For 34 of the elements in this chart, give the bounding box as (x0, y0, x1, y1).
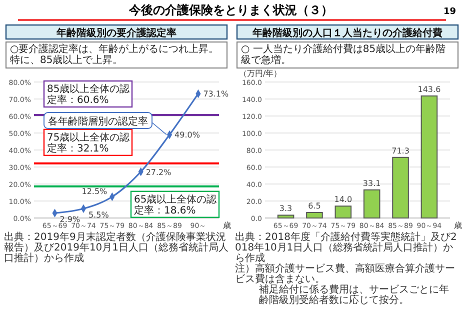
data-label: 3.3 (279, 204, 292, 214)
source-note: 出典：2018年度「介護給付費等実態統計」及び2018年10月1日人口（総務省統計局人口推計）から作成 (235, 231, 457, 264)
y-axis-title: （万円/年） (239, 69, 282, 78)
bar (363, 189, 380, 218)
bar (334, 206, 352, 218)
ref-line-label: 85歳以上全体の認定率：60.6% (47, 82, 130, 106)
data-label: 143.6 (418, 84, 441, 94)
bar (277, 214, 294, 218)
data-label: 49.0% (174, 130, 200, 140)
data-label: 5.5% (88, 210, 110, 220)
data-label: 33.1 (362, 178, 381, 188)
text: 今後の介護保険をとりまく状況（３） (128, 3, 333, 17)
chart-title: 年齢階級別の要介護認定率 (56, 27, 176, 39)
bar (420, 95, 438, 218)
text: 補足給付に係る費用は、サービスごとに年齢階級別受給者数に応じて按分。 (259, 284, 449, 306)
data-label: 12.5% (82, 186, 108, 196)
text: 19 (443, 7, 456, 17)
source-note: 出典：2019年9月末認定者数（介護保険事業状況報告）及び2019年10月1日人口（総務省統計局人口推計）から作成 (4, 231, 229, 264)
chart-subtitle: ○要介護認定率は、年齢が上がるにつれ上昇。特に、85歳以上で上昇。 (10, 43, 219, 66)
data-label: 6.5 (308, 201, 321, 210)
text: 注）高額介護サービス費、高額医療合算介護サービス費は含まない。 (235, 262, 455, 285)
chart-subtitle: ○ 一人当たり介護給付費は85歳以上の年齢階級で急増。 (241, 43, 446, 66)
x-axis-title: 歳 (454, 221, 462, 230)
data-label: 27.2% (146, 168, 172, 177)
data-label: 71.3 (392, 146, 410, 156)
data-label: 73.1% (203, 90, 230, 99)
chart-title: 年齢階級別の人口１人当たりの介護給付費 (252, 27, 442, 39)
bar (306, 212, 323, 218)
legend-label: 各年齢階層別の認定率 (48, 116, 148, 128)
bar (392, 156, 409, 218)
data-label: 14.0 (334, 195, 352, 204)
ref-line-label: 65歳以上全体の認定率：18.6% (134, 193, 217, 216)
ref-line-label: 75歳以上全体の認定率：32.1% (47, 131, 130, 154)
x-axis-title: 歳 (223, 221, 231, 230)
